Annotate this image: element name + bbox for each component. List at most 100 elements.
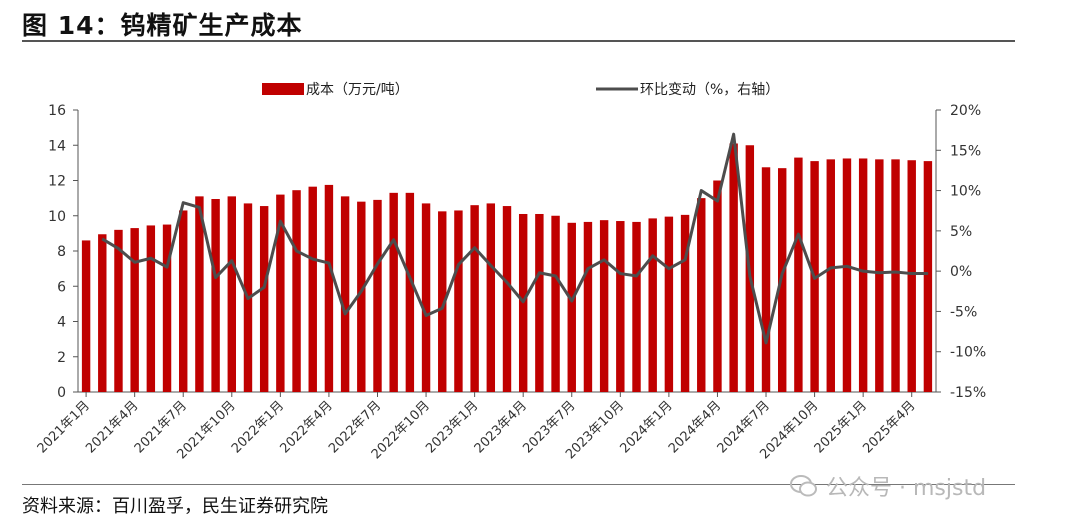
cost-bar [470, 205, 479, 392]
cost-bar [923, 161, 933, 392]
legend-line-label: 环比变动（%，右轴） [640, 82, 779, 98]
cost-bar [454, 210, 463, 392]
cost-bar [826, 159, 835, 392]
watermark: 公众号 · msjstd [790, 470, 986, 502]
mom-point [474, 247, 476, 249]
cost-bar [583, 221, 593, 392]
mom-point [716, 200, 718, 202]
cost-bar [713, 180, 722, 392]
mom-point [538, 272, 540, 274]
mom-point [166, 266, 168, 268]
cost-bar [81, 240, 91, 392]
cost-bar [340, 196, 350, 392]
cost-bar [891, 159, 900, 392]
mom-point [490, 265, 492, 267]
cost-bar [259, 206, 269, 392]
mom-point [652, 255, 654, 257]
cost-bar [114, 229, 123, 392]
mom-point [279, 220, 281, 222]
y-left-tick-label: 0 [57, 385, 66, 401]
x-tick-label: 2025年4月 [860, 398, 918, 456]
cost-bar [842, 158, 852, 392]
mom-point [555, 275, 557, 277]
chart-legend: 成本（万元/吨） 环比变动（%，右轴） [262, 82, 779, 98]
mom-point [457, 264, 459, 266]
y-right-tick-label: 0% [950, 264, 972, 280]
cost-bar [858, 158, 868, 392]
source-note: 资料来源：百川盈孚，民生证券研究院 [22, 496, 328, 517]
cost-bar [405, 192, 415, 392]
mom-point [878, 272, 880, 274]
mom-point [328, 262, 330, 264]
cost-bar [276, 194, 285, 392]
mom-point [150, 257, 152, 259]
mom-point [376, 263, 378, 265]
mom-point [895, 271, 897, 273]
mom-point [247, 298, 249, 300]
y-right-tick-label: -5% [950, 304, 977, 320]
mom-point [441, 307, 443, 309]
mom-point [506, 281, 508, 283]
footer-divider [22, 484, 1015, 485]
mom-point [409, 277, 411, 279]
cost-bars [81, 143, 933, 392]
y-left-tick-label: 4 [57, 315, 66, 331]
mom-point [927, 273, 929, 275]
y-right-tick-label: 20% [950, 103, 981, 119]
cost-bar [130, 228, 139, 392]
mom-point [700, 190, 702, 192]
mom-point [571, 300, 573, 302]
cost-chart: 0 2 4 6 8 10 12 14 16 -15% -10% -5% 0% 5% 10% 15% 20% 202… [35, 82, 986, 462]
y-left-tick-label: 14 [48, 138, 66, 154]
y-right-tick-label: 5% [950, 224, 972, 240]
mom-point [636, 275, 638, 277]
watermark-text: 公众号 · msjstd [826, 476, 987, 501]
y-right-tick-label: -15% [950, 385, 986, 401]
cost-bar [697, 198, 706, 392]
legend-bar-swatch [262, 83, 304, 95]
mom-point [830, 267, 832, 269]
cost-bar [535, 213, 544, 392]
cost-bar [324, 184, 334, 392]
mom-point [182, 202, 184, 204]
y-left-tick-label: 8 [57, 244, 66, 260]
cost-bar [599, 220, 609, 392]
cost-bar [98, 234, 107, 392]
mom-point [344, 313, 346, 315]
mom-point [134, 261, 136, 263]
mom-point [668, 268, 670, 270]
cost-bar [195, 196, 204, 392]
cost-bar [389, 192, 398, 392]
mom-point [263, 286, 265, 288]
mom-point [198, 206, 200, 208]
mom-point [733, 133, 735, 135]
cost-bar [292, 190, 301, 392]
cost-bar [146, 225, 156, 392]
cost-bar [680, 214, 690, 392]
mom-point [846, 265, 848, 267]
mom-point [393, 239, 395, 241]
mom-point [781, 273, 783, 275]
mom-point [296, 250, 298, 252]
cost-bar [616, 221, 625, 392]
mom-point [911, 273, 913, 275]
cost-bar [357, 201, 366, 392]
cost-bar [551, 215, 560, 392]
cost-bar [502, 206, 512, 392]
mom-point [215, 277, 217, 279]
cost-bar [664, 216, 674, 392]
cost-bar [567, 222, 576, 392]
title-divider [22, 40, 1015, 42]
cost-bar [179, 210, 188, 392]
y-left-tick-label: 16 [48, 103, 66, 119]
cost-bar [308, 186, 317, 392]
cost-bar [729, 143, 738, 392]
mom-point [749, 275, 751, 277]
y-left-tick-label: 6 [57, 279, 66, 295]
cost-bar [373, 199, 382, 392]
mom-point [619, 273, 621, 275]
mom-line [101, 132, 929, 345]
mom-point [814, 277, 816, 279]
legend-bar-label: 成本（万元/吨） [306, 82, 409, 98]
mom-point [862, 270, 864, 272]
